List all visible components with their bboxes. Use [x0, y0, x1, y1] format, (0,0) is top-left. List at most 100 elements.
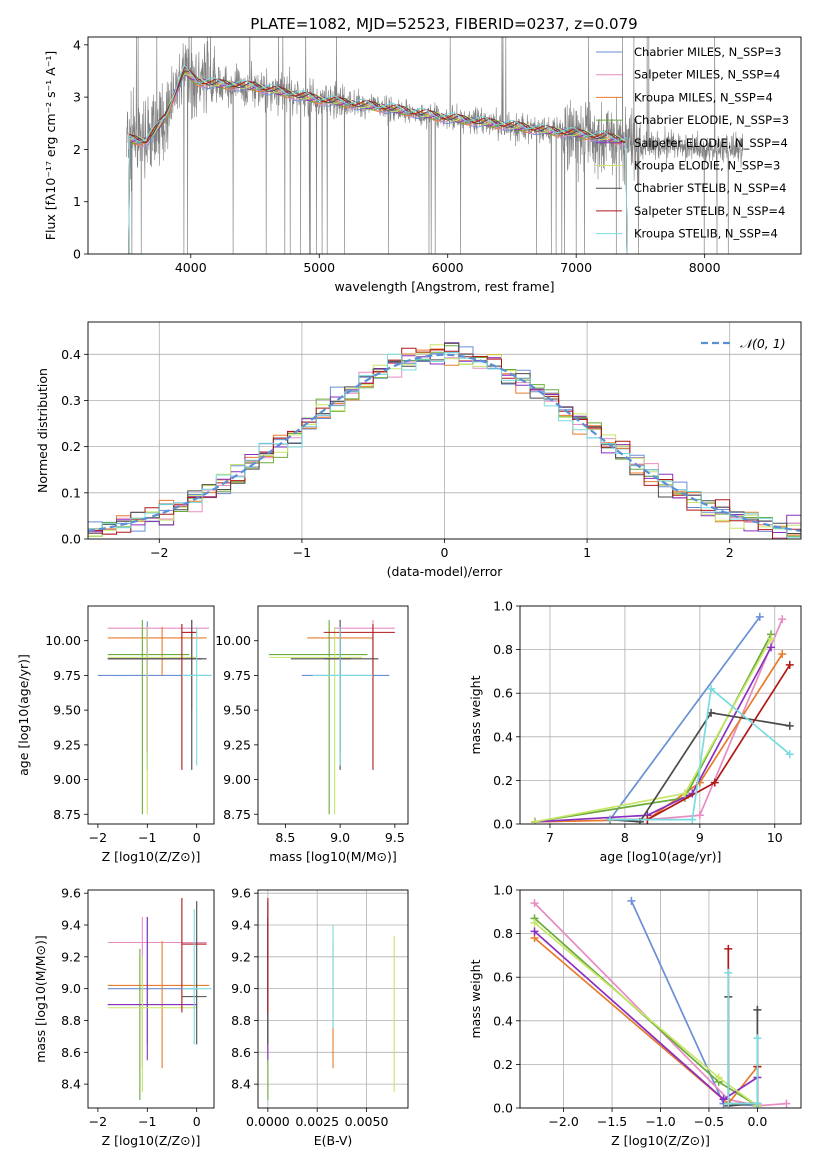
- y-tick-label: 9.4: [231, 918, 251, 933]
- y-tick-label: 0.4: [493, 729, 513, 744]
- x-tick-label: 0: [193, 830, 201, 845]
- weight-line-salpeter-miles: [533, 902, 787, 1107]
- x-tick-label: 6000: [432, 260, 464, 275]
- y-tick-label: 1: [73, 194, 81, 209]
- weight-marker-chabrier-stelib: [753, 1005, 762, 1014]
- x-tick-label: 8.5: [275, 830, 295, 845]
- legend-label-kroupa-stelib: Kroupa STELIB, N_SSP=4: [634, 227, 778, 241]
- y-axis-label: Normed distribution: [35, 368, 50, 493]
- y-tick-label: 9.2: [231, 949, 251, 964]
- model-spectrum-kroupa-stelib: [128, 65, 628, 254]
- y-tick-label: 0.0: [493, 1101, 513, 1116]
- y-tick-label: 8.8: [61, 1013, 81, 1028]
- legend-label-kroupa-miles: Kroupa MILES, N_SSP=4: [634, 90, 773, 104]
- y-tick-label: 0.1: [61, 485, 81, 500]
- weight-marker-kroupa-elodie: [680, 789, 689, 798]
- legend-label-normal: 𝒩(0, 1): [740, 336, 786, 351]
- weight-marker-salpeter-stelib: [724, 944, 733, 953]
- weight-marker-salpeter-stelib: [785, 660, 794, 669]
- x-tick-label: −1: [293, 545, 311, 560]
- weight-marker-salpeter-miles: [782, 1099, 791, 1108]
- y-axis-label: Flux [fλ10⁻¹⁷ erg cm⁻² s⁻¹ A⁻¹]: [43, 51, 58, 240]
- weight-marker-chabrier-miles: [627, 896, 636, 905]
- histogram-kroupa-stelib: [88, 352, 801, 538]
- plot-frame: [257, 889, 409, 1109]
- y-tick-label: 8.6: [61, 1045, 81, 1060]
- x-tick-label: −2: [150, 545, 168, 560]
- y-tick-label: 0.0: [493, 817, 513, 832]
- weight-line-kroupa-stelib: [609, 687, 791, 821]
- y-tick-label: 3: [73, 90, 81, 105]
- weight-marker-kroupa-elodie: [714, 1073, 723, 1082]
- plot-frame: [87, 36, 802, 255]
- weight-marker-salpeter-miles: [530, 899, 539, 908]
- y-tick-label: 0.2: [61, 439, 81, 454]
- normal-curve: [88, 353, 801, 532]
- weight-marker-salpeter-miles: [695, 811, 704, 820]
- spectrum-panel: 4000 5000 6000 7000 8000 0 1 2 3 4 wavelength [Ang…: [43, 36, 802, 294]
- weight-marker-kroupa-stelib: [688, 815, 697, 824]
- y-tick-label: 0.4: [61, 347, 81, 362]
- weight-marker-kroupa-stelib: [707, 684, 716, 693]
- x-tick-label: 0: [193, 1114, 201, 1129]
- plot-frame: [87, 605, 215, 825]
- y-tick-label: 1.0: [493, 883, 513, 898]
- mass-vs-metallicity-panel: −2 −1 0 8.4 8.6 8.8 9.0 9.2 9.4 9.6 Z [log10(Z/Z⊙)…: [33, 886, 215, 1148]
- x-tick-label: −0.5: [694, 1114, 724, 1129]
- plot-frame: [519, 605, 802, 825]
- x-tick-label: 5000: [303, 260, 335, 275]
- x-tick-label: 0.0000: [246, 1114, 290, 1129]
- x-tick-label: 0.0: [747, 1114, 767, 1129]
- spectrum-lines: [126, 37, 744, 254]
- weight-marker-salpeter-miles: [778, 615, 787, 624]
- legend-label-kroupa-elodie: Kroupa ELODIE, N_SSP=3: [634, 159, 780, 173]
- legend-label-chabrier-elodie: Chabrier ELODIE, N_SSP=3: [634, 113, 789, 127]
- weight-marker-kroupa-stelib: [785, 750, 794, 759]
- weight-marker-kroupa-stelib: [724, 968, 733, 977]
- y-tick-label: 9.00: [223, 772, 251, 787]
- x-tick-label: 9.0: [330, 830, 350, 845]
- legend-label-chabrier-stelib: Chabrier STELIB, N_SSP=4: [634, 181, 786, 195]
- y-tick-label: 9.0: [61, 981, 81, 996]
- weight-marker-salpeter-elodie: [530, 927, 539, 936]
- model-spectrum-salpeter-stelib: [128, 66, 628, 254]
- plot-frame: [519, 889, 802, 1109]
- weight-line-chabrier-miles: [609, 616, 761, 821]
- y-axis-label: mass weight: [468, 675, 483, 754]
- y-axis-label: mass [log10(M/M⊙)]: [33, 935, 48, 1063]
- x-tick-label: −2: [89, 830, 107, 845]
- x-axis-label: age [log10(age/yr)]: [600, 849, 722, 864]
- y-tick-label: 9.25: [223, 737, 251, 752]
- y-tick-label: 0: [73, 247, 81, 262]
- x-axis-label: mass [log10(M/M⊙)]: [269, 849, 397, 864]
- x-axis-label: Z [log10(Z/Z⊙)]: [102, 1133, 201, 1148]
- model-spectrum-chabrier-elodie: [128, 70, 628, 254]
- x-tick-label: 7: [546, 830, 554, 845]
- mass-vs-ebv-panel: 0.0000 0.0025 0.0050 8.4 8.6 8.8 9.0 9.2 9.4 9.6 E…: [231, 886, 409, 1148]
- y-tick-label: 0.0: [61, 532, 81, 547]
- error-bars: [267, 897, 395, 1101]
- model-spectrum-chabrier-stelib: [128, 70, 628, 254]
- x-tick-label: 0: [441, 545, 449, 560]
- weight-line-kroupa-stelib: [727, 972, 759, 1105]
- y-tick-label: 0.8: [493, 926, 513, 941]
- x-axis-label: E(B-V): [314, 1133, 353, 1148]
- weight-lines: [530, 612, 794, 824]
- y-tick-label: 8.6: [231, 1045, 251, 1060]
- y-tick-label: 9.25: [53, 737, 81, 752]
- y-tick-label: 0.2: [493, 1057, 513, 1072]
- weight-lines: [530, 896, 791, 1108]
- plot-frame: [257, 605, 409, 825]
- y-tick-label: 1.0: [493, 599, 513, 614]
- residuals-panel: −2 −1 0 1 2 0.0 0.1 0.2 0.3 0.4 (data-model)/error…: [35, 321, 802, 579]
- weight-marker-kroupa-stelib: [605, 815, 614, 824]
- weight-marker-kroupa-stelib: [724, 1099, 733, 1108]
- weight-marker-salpeter-elodie: [767, 643, 776, 652]
- error-bars: [268, 619, 395, 815]
- weight-line-chabrier-stelib: [727, 996, 759, 1107]
- legend-label-salpeter-stelib: Salpeter STELIB, N_SSP=4: [634, 204, 785, 218]
- y-tick-label: 8.75: [223, 807, 251, 822]
- weight-marker-salpeter-stelib: [710, 778, 719, 787]
- age-vs-mass-panel: 8.5 9.0 9.5 8.75 9.00 9.25 9.50 9.75 10.00 mass […: [215, 605, 409, 864]
